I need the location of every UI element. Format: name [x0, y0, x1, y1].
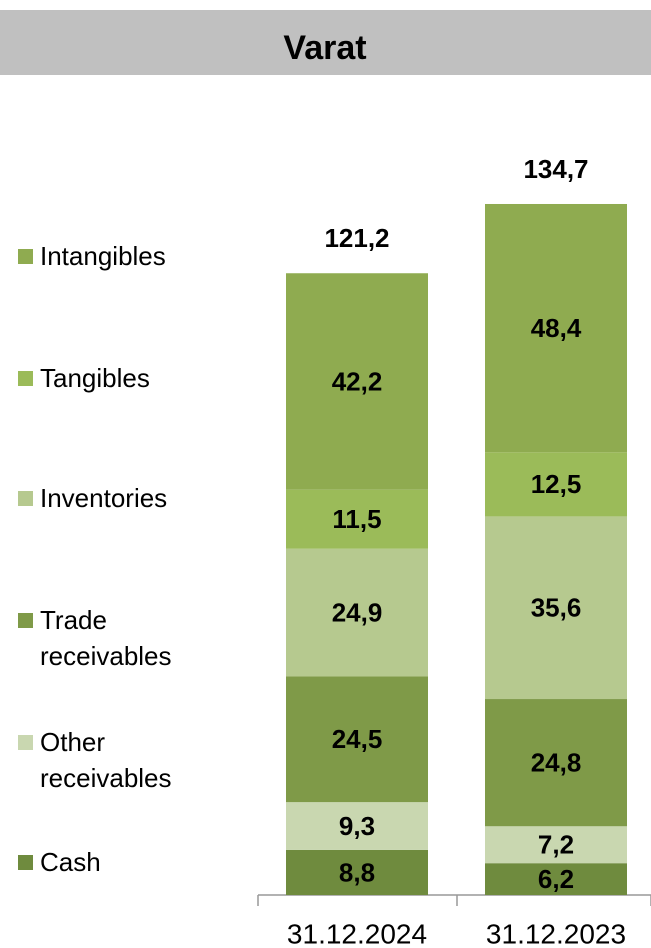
legend-label: Inventories: [40, 483, 168, 513]
title-banner: [0, 10, 651, 75]
bar-segment: [485, 826, 627, 864]
value-label: 6,2: [538, 864, 574, 894]
legend-swatch: [18, 249, 33, 264]
value-label: 42,2: [332, 366, 383, 396]
bar-segment: [485, 516, 627, 700]
bar-segment: [286, 849, 428, 895]
x-tick-label: 31.12.2024: [287, 918, 427, 948]
legend-swatch: [18, 613, 33, 628]
x-tick-label: 31.12.2023: [486, 918, 626, 948]
total-label: 121,2: [324, 223, 389, 253]
value-label: 35,6: [531, 593, 582, 623]
value-label: 12,5: [531, 469, 582, 499]
legend-label: Intangibles: [40, 241, 166, 271]
legend-swatch: [18, 735, 33, 750]
bar-segment: [286, 273, 428, 490]
value-label: 24,8: [531, 748, 582, 778]
value-label: 24,9: [332, 597, 383, 627]
total-label: 134,7: [523, 154, 588, 184]
bar-segment: [286, 548, 428, 677]
legend-swatch: [18, 491, 33, 506]
legend-label: Trade receivables: [40, 605, 172, 671]
bar-segment: [286, 676, 428, 803]
bar-segment: [286, 802, 428, 850]
legend-swatch: [18, 371, 33, 386]
bar-segment: [485, 699, 627, 827]
value-label: 8,8: [339, 857, 375, 887]
value-label: 48,4: [531, 313, 582, 343]
bar-segment: [485, 452, 627, 517]
legend-label: Other receivables: [40, 727, 172, 793]
value-label: 24,5: [332, 724, 383, 754]
bar-segment: [485, 203, 627, 453]
legend-label: Cash: [40, 847, 101, 877]
value-label: 7,2: [538, 830, 574, 860]
chart-title: Varat: [283, 29, 366, 67]
bar-segment: [485, 863, 627, 895]
bar-segment: [286, 489, 428, 549]
legend-swatch: [18, 855, 33, 870]
legend-label: Tangibles: [40, 363, 150, 393]
value-label: 11,5: [332, 504, 381, 534]
value-label: 9,3: [339, 811, 375, 841]
